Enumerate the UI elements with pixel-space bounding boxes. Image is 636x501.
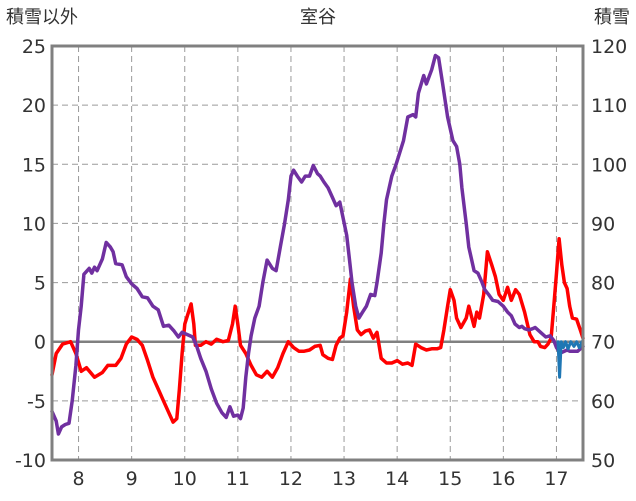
y-right-tick-label: 60 [591,391,615,413]
y-left-tick-label: -5 [27,391,46,413]
y-right-tick-label: 50 [591,450,615,472]
y-left-tick-label: 15 [22,154,46,176]
x-tick-label: 17 [544,468,568,490]
y-left-tick-label: 20 [22,95,46,117]
x-tick-label: 10 [173,468,197,490]
series-layer [50,53,585,436]
y-axis-right-title: 積雪 [594,7,630,28]
series-line-2 [50,53,585,436]
x-tick-label: 15 [438,468,462,490]
x-tick-label: 16 [491,468,515,490]
x-tick-label: 12 [279,468,303,490]
chart-title: 室谷 [300,7,336,28]
x-tick-label: 13 [332,468,356,490]
x-tick-label: 14 [385,468,409,490]
y-right-tick-label: 80 [591,273,615,295]
plot-frame [50,44,585,462]
y-right-tick-label: 100 [591,154,627,176]
y-axis-left-title: 積雪以外 [6,7,78,28]
y-right-tick-label: 120 [591,36,627,58]
series-line-1 [50,237,585,424]
y-right-tick-label: 70 [591,332,615,354]
y-left-tick-label: 5 [34,273,46,295]
y-left-tick-label: -10 [15,450,46,472]
grid [52,46,583,460]
x-tick-label: 11 [226,468,250,490]
y-left-tick-label: 0 [34,332,46,354]
x-tick-label: 8 [73,468,85,490]
y-left-tick-label: 10 [22,213,46,235]
x-tick-label: 9 [126,468,138,490]
series-line-3 [556,340,584,379]
y-right-tick-label: 90 [591,213,615,235]
y-right-tick-label: 110 [591,95,627,117]
y-left-tick-label: 25 [22,36,46,58]
